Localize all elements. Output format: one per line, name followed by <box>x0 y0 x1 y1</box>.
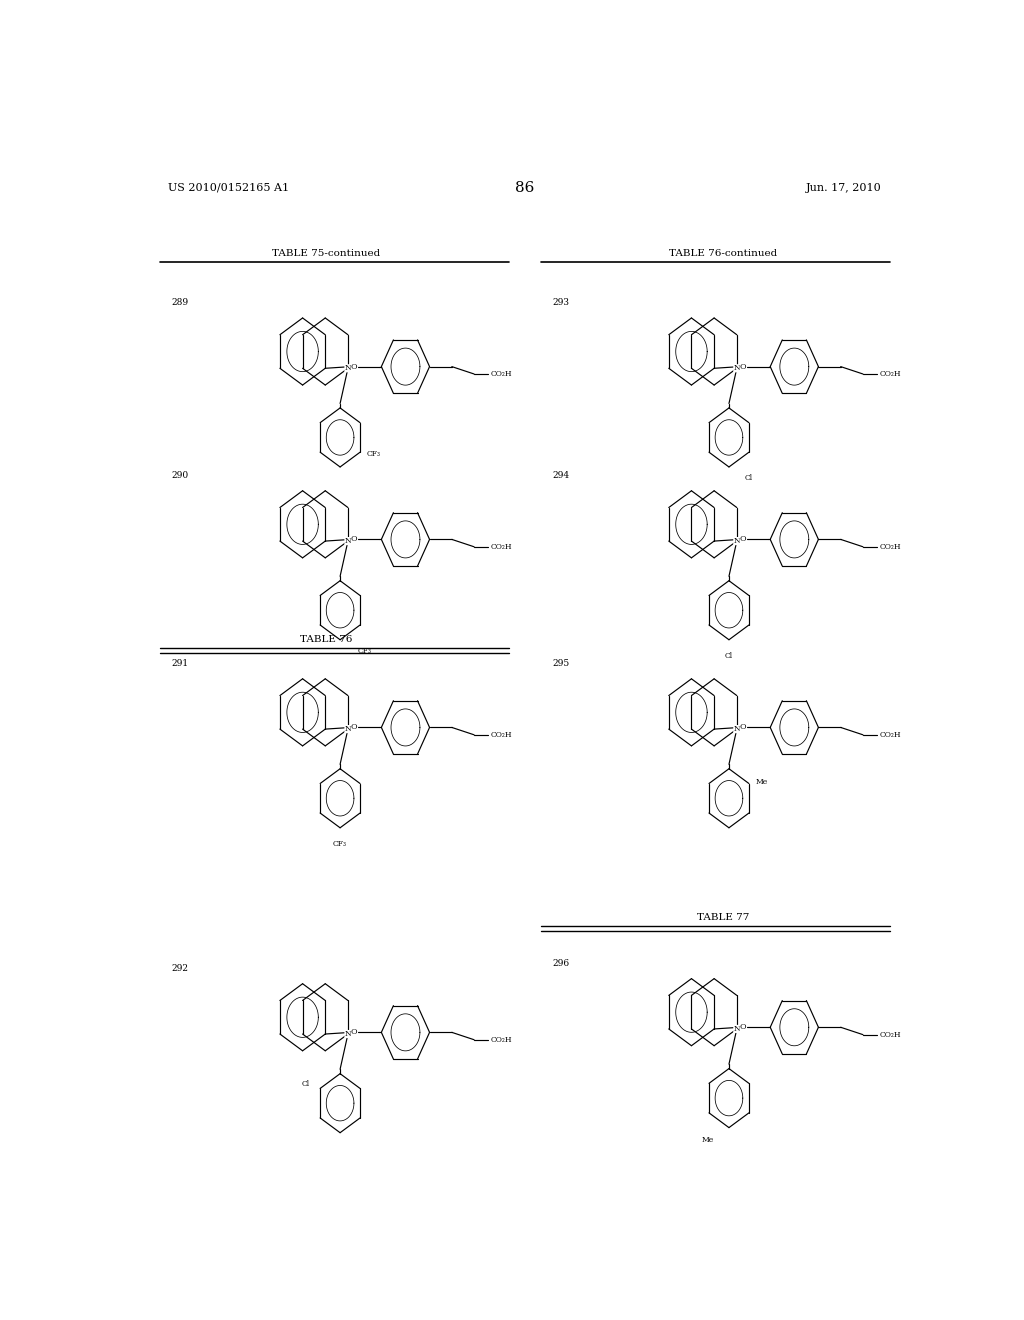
Text: TABLE 76: TABLE 76 <box>300 635 352 644</box>
Text: O: O <box>351 536 357 544</box>
Text: N: N <box>344 364 351 372</box>
Text: 296: 296 <box>553 960 569 968</box>
Text: O: O <box>739 363 746 371</box>
Text: Jun. 17, 2010: Jun. 17, 2010 <box>806 183 882 193</box>
Text: O: O <box>739 723 746 731</box>
Text: CF₃: CF₃ <box>367 450 381 458</box>
Text: CO₂H: CO₂H <box>880 370 901 378</box>
Text: 291: 291 <box>172 659 188 668</box>
Text: N: N <box>733 364 740 372</box>
Text: O: O <box>739 1023 746 1031</box>
Text: O: O <box>351 1028 357 1036</box>
Text: N: N <box>733 725 740 733</box>
Text: CF₃: CF₃ <box>333 840 347 847</box>
Text: O: O <box>351 363 357 371</box>
Text: TABLE 77: TABLE 77 <box>697 913 750 923</box>
Text: Me: Me <box>756 777 768 785</box>
Text: CO₂H: CO₂H <box>490 370 512 378</box>
Text: 293: 293 <box>553 298 569 308</box>
Text: Cl: Cl <box>745 474 754 482</box>
Text: Me: Me <box>701 1137 714 1144</box>
Text: CF₃: CF₃ <box>357 647 372 655</box>
Text: CO₂H: CO₂H <box>490 1036 512 1044</box>
Text: O: O <box>351 723 357 731</box>
Text: CO₂H: CO₂H <box>880 543 901 550</box>
Text: TABLE 76-continued: TABLE 76-continued <box>669 249 777 259</box>
Text: 294: 294 <box>553 471 569 480</box>
Text: Cl: Cl <box>302 1080 310 1088</box>
Text: CO₂H: CO₂H <box>880 1031 901 1039</box>
Text: N: N <box>733 537 740 545</box>
Text: 86: 86 <box>515 181 535 195</box>
Text: N: N <box>733 1024 740 1034</box>
Text: TABLE 75-continued: TABLE 75-continued <box>272 249 381 259</box>
Text: O: O <box>739 536 746 544</box>
Text: 295: 295 <box>553 659 569 668</box>
Text: 290: 290 <box>172 471 188 480</box>
Text: CO₂H: CO₂H <box>880 731 901 739</box>
Text: CO₂H: CO₂H <box>490 731 512 739</box>
Text: N: N <box>344 725 351 733</box>
Text: 289: 289 <box>172 298 188 308</box>
Text: N: N <box>344 1030 351 1038</box>
Text: CO₂H: CO₂H <box>490 543 512 550</box>
Text: Cl: Cl <box>725 652 733 660</box>
Text: 292: 292 <box>172 964 188 973</box>
Text: US 2010/0152165 A1: US 2010/0152165 A1 <box>168 183 289 193</box>
Text: N: N <box>344 537 351 545</box>
